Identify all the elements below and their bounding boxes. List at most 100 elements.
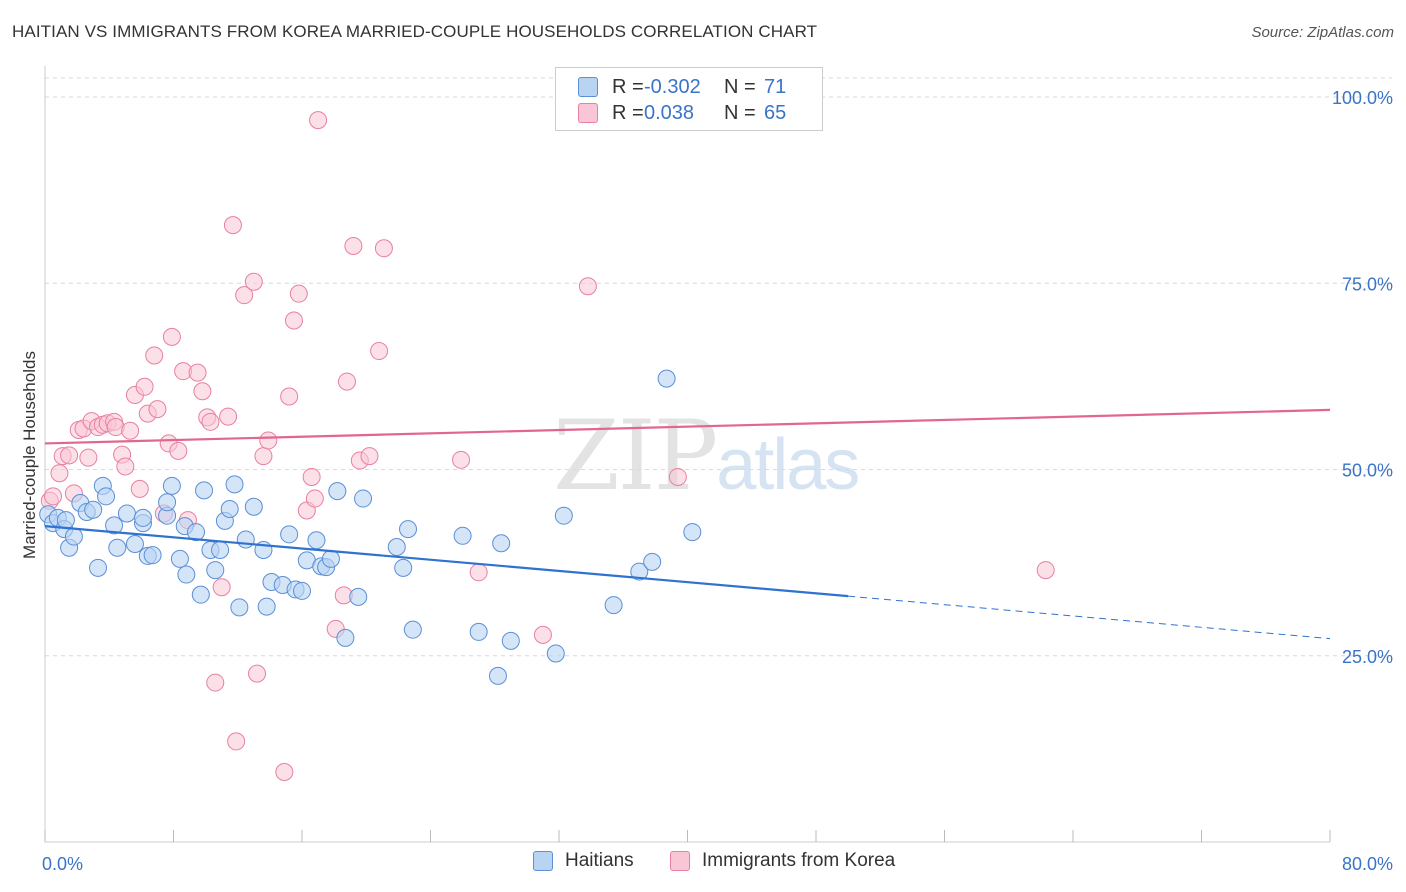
haitians-point xyxy=(336,628,355,647)
haitians-point xyxy=(257,597,276,616)
haitians-point xyxy=(162,476,181,495)
korea-point xyxy=(212,578,231,597)
korea-trend-line xyxy=(44,408,1331,445)
haitians-point xyxy=(354,489,373,508)
korea-point xyxy=(223,216,242,235)
korea-point xyxy=(302,467,321,486)
haitians-point xyxy=(328,482,347,501)
n-value: 71 xyxy=(764,75,787,98)
korea-point xyxy=(219,407,238,426)
korea-point xyxy=(360,447,379,466)
x-tick-label: 80.0% xyxy=(1342,854,1393,874)
y-tick-label: 50.0% xyxy=(1342,461,1393,481)
x-tick-label: 0.0% xyxy=(42,854,83,874)
haitians-point xyxy=(206,561,225,580)
korea-point xyxy=(121,421,140,440)
korea-point xyxy=(206,673,225,692)
haitians-point xyxy=(321,549,340,568)
korea-point xyxy=(275,762,294,781)
korea-point xyxy=(130,479,149,498)
korea-point xyxy=(309,111,328,130)
correlation-legend: R = -0.302 N = 71 R = 0.038 N = 65 xyxy=(555,67,823,131)
haitians-point xyxy=(453,526,472,545)
korea-point xyxy=(50,464,69,483)
haitians-point xyxy=(683,523,702,542)
haitians-point xyxy=(108,538,127,557)
korea-point xyxy=(578,277,597,296)
korea-point xyxy=(188,363,207,382)
axes xyxy=(44,66,1331,843)
haitians-point xyxy=(643,552,662,571)
korea-swatch xyxy=(578,103,598,123)
legend-row-korea: R = 0.038 N = 65 xyxy=(578,100,786,126)
haitians-point xyxy=(117,504,136,523)
trend-lines xyxy=(44,408,1331,640)
korea-point xyxy=(1036,561,1055,580)
haitians-point xyxy=(604,596,623,615)
haitians-trend-extension xyxy=(848,595,1331,640)
haitians-point xyxy=(501,631,520,650)
korea-point xyxy=(259,431,278,450)
haitians-point xyxy=(220,499,239,518)
haitians-swatch xyxy=(533,851,553,871)
haitians-point xyxy=(403,620,422,639)
y-tick-label: 75.0% xyxy=(1342,274,1393,294)
n-label: N = xyxy=(724,75,756,98)
haitians-point xyxy=(657,369,676,388)
haitians-point xyxy=(630,562,649,581)
n-label: N = xyxy=(724,101,756,124)
haitians-swatch xyxy=(578,77,598,97)
y-tick-label: 25.0% xyxy=(1342,647,1393,667)
haitians-point xyxy=(399,520,418,539)
haitians-point xyxy=(230,598,249,617)
legend-item-korea: Immigrants from Korea xyxy=(670,850,895,872)
haitians-point xyxy=(546,644,565,663)
haitians-point xyxy=(280,525,299,544)
haitians-point xyxy=(97,487,116,506)
y-tick-label: 100.0% xyxy=(1332,88,1393,108)
korea-point xyxy=(135,377,154,396)
korea-point xyxy=(305,489,324,508)
r-value: 0.038 xyxy=(644,101,695,124)
korea-point xyxy=(370,342,389,361)
korea-point xyxy=(254,447,273,466)
source-label: Source: ZipAtlas.com xyxy=(1251,24,1394,41)
haitians-point xyxy=(64,527,83,546)
haitians-point xyxy=(143,546,162,565)
haitians-point xyxy=(492,534,511,553)
haitians-point xyxy=(211,540,230,559)
haitians-point xyxy=(195,481,214,500)
series-korea-points xyxy=(40,88,1055,781)
grid xyxy=(45,77,1392,657)
korea-point xyxy=(244,272,263,291)
korea-point xyxy=(533,625,552,644)
n-value: 65 xyxy=(764,101,787,124)
series-haitians-points xyxy=(39,369,702,685)
korea-point xyxy=(235,286,254,305)
korea-point xyxy=(248,664,267,683)
legend-label-korea: Immigrants from Korea xyxy=(702,850,896,871)
haitians-point xyxy=(225,475,244,494)
korea-point xyxy=(344,237,363,255)
haitians-point xyxy=(191,585,210,604)
haitians-point xyxy=(349,587,368,606)
haitians-point xyxy=(488,666,507,685)
haitians-point xyxy=(158,493,177,512)
haitians-point xyxy=(89,558,108,577)
haitians-point xyxy=(105,516,124,535)
series-legend: Haitians Immigrants from Korea xyxy=(0,850,1406,880)
korea-point xyxy=(116,457,135,476)
haitians-point xyxy=(177,565,196,584)
watermark-atlas: atlas xyxy=(716,425,860,505)
haitians-point xyxy=(554,506,573,525)
haitians-point xyxy=(56,511,75,530)
legend-label-haitians: Haitians xyxy=(565,850,634,871)
r-label: R = xyxy=(612,101,644,124)
legend-row-haitians: R = -0.302 N = 71 xyxy=(578,74,786,100)
korea-point xyxy=(162,327,181,346)
haitians-point xyxy=(125,535,144,553)
korea-point xyxy=(668,467,687,486)
korea-point xyxy=(289,284,308,303)
chart-title: HAITIAN VS IMMIGRANTS FROM KOREA MARRIED… xyxy=(12,22,818,41)
